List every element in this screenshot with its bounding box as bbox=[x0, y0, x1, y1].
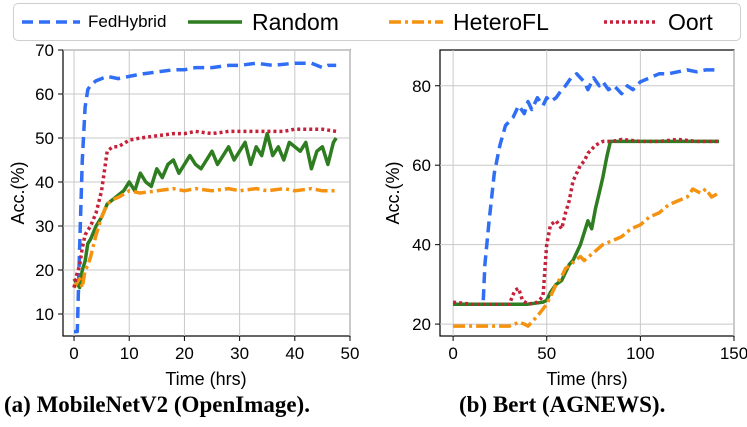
series-line-fedhybrid bbox=[74, 61, 337, 334]
y-axis-label-b: Acc.(%) bbox=[383, 162, 403, 225]
y-tick-label: 20 bbox=[412, 315, 431, 334]
series-line-fedhybrid bbox=[453, 68, 719, 306]
x-tick-label: 0 bbox=[69, 344, 78, 363]
series-line-heterofl bbox=[453, 187, 720, 328]
legend-swatch-oort bbox=[604, 20, 658, 24]
y-axis-label-a: Acc.(%) bbox=[8, 162, 28, 225]
y-tick-label: 30 bbox=[35, 217, 54, 236]
x-tick-label: 20 bbox=[175, 344, 194, 363]
caption-a: (a) MobileNetV2 (OpenImage). bbox=[4, 392, 310, 417]
x-tick-label: 150 bbox=[720, 344, 747, 363]
y-tick-label: 50 bbox=[35, 129, 54, 148]
subplot-mobilenet: 0 10 20 30 40 50 10 20 30 40 50 60 70 Acc.(%) Time (… bbox=[8, 41, 359, 389]
legend-item-fedhybrid: FedHybrid bbox=[20, 4, 166, 40]
y-tick-label: 40 bbox=[412, 236, 431, 255]
x-tick-label: 50 bbox=[537, 344, 556, 363]
series-line-random bbox=[72, 131, 338, 290]
legend: FedHybrid Random HeteroFL Oort bbox=[13, 3, 741, 41]
x-tick-label: 0 bbox=[448, 344, 457, 363]
legend-swatch-random bbox=[188, 20, 242, 24]
series-line-oort bbox=[452, 137, 719, 306]
legend-label-oort: Oort bbox=[668, 8, 713, 35]
legend-label-random: Random bbox=[252, 8, 339, 35]
y-tick-label: 10 bbox=[35, 305, 54, 324]
y-tick-label: 60 bbox=[412, 156, 431, 175]
legend-swatch-fedhybrid bbox=[22, 20, 80, 24]
x-tick-label: 30 bbox=[230, 344, 249, 363]
x-axis-label-b: Time (hrs) bbox=[546, 369, 627, 389]
legend-item-heterofl: HeteroFL bbox=[387, 4, 549, 40]
y-tick-label: 80 bbox=[412, 77, 431, 96]
x-axis-label-a: Time (hrs) bbox=[165, 369, 246, 389]
legend-label-heterofl: HeteroFL bbox=[453, 8, 549, 35]
y-tick-label: 70 bbox=[35, 41, 54, 60]
subplot-bert: 0 50 100 150 20 40 60 80 Acc.(%) Time (hrs) bbox=[383, 49, 747, 389]
legend-label-fedhybrid: FedHybrid bbox=[88, 12, 167, 31]
caption-b: (b) Bert (AGNEWS). bbox=[459, 392, 666, 417]
legend-item-random: Random bbox=[186, 4, 339, 40]
x-tick-label: 40 bbox=[285, 344, 304, 363]
legend-swatch-heterofl bbox=[389, 20, 443, 24]
series-line-random bbox=[453, 139, 719, 306]
series-line-oort bbox=[72, 127, 337, 288]
x-tick-label: 10 bbox=[120, 344, 139, 363]
y-tick-label: 20 bbox=[35, 261, 54, 280]
legend-item-oort: Oort bbox=[602, 4, 713, 40]
x-tick-label: 100 bbox=[626, 344, 654, 363]
x-tick-label: 50 bbox=[341, 344, 360, 363]
y-tick-label: 40 bbox=[35, 173, 54, 192]
y-tick-label: 60 bbox=[35, 85, 54, 104]
series-line-heterofl bbox=[72, 186, 337, 290]
